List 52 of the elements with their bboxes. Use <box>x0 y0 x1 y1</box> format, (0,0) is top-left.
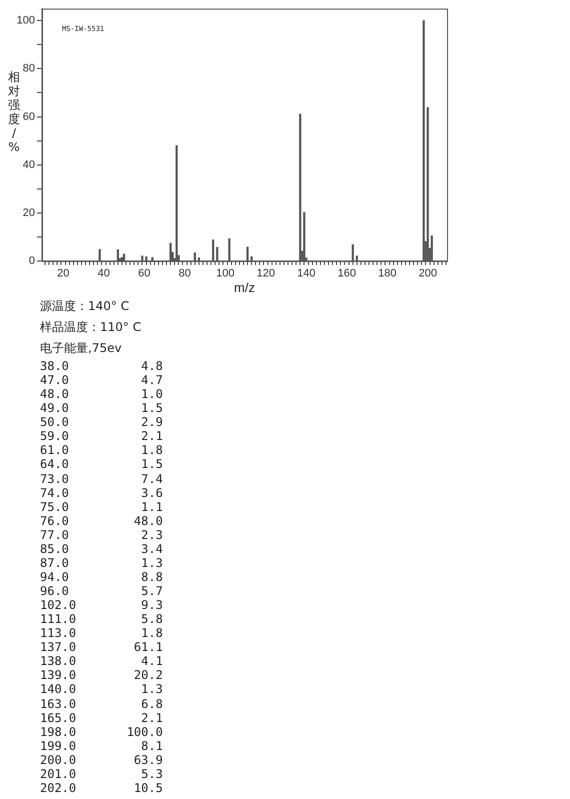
x-tick-label: 200 <box>418 268 437 280</box>
text: 49.0 1.5 <box>40 401 164 416</box>
text: 59.0 2.1 <box>40 429 164 444</box>
text: 73.0 7.4 <box>40 472 164 486</box>
y-tick-label: 60 <box>22 110 35 123</box>
x-tick-label: 120 <box>256 268 275 280</box>
text: 96.0 5.7 <box>40 584 164 598</box>
x-tick-label: 20 <box>57 268 70 280</box>
x-tick-label: 160 <box>338 268 356 280</box>
text: 200.0 63.9 <box>40 752 164 767</box>
y-tick-label: 80 <box>22 62 35 75</box>
x-tick-label: 140 <box>297 268 316 280</box>
text: 47.0 4.7 <box>40 373 164 388</box>
text: 61.0 1.8 <box>40 443 164 458</box>
text: 137.0 61.1 <box>40 640 164 654</box>
x-tick-label: 180 <box>378 268 396 280</box>
text: 102.0 9.3 <box>40 598 164 612</box>
text: 50.0 2.9 <box>40 415 164 430</box>
text: 165.0 2.1 <box>40 710 164 725</box>
x-tick-label: 100 <box>216 268 234 280</box>
x-axis-title: m/z <box>234 280 255 295</box>
x-tick-label: 60 <box>138 268 150 280</box>
text: 139.0 20.2 <box>40 668 164 682</box>
y-tick-label: 100 <box>16 14 35 27</box>
y-tick-label: 0 <box>28 255 35 268</box>
text: 64.0 1.5 <box>40 457 164 472</box>
text: 202.0 10.5 <box>40 780 164 795</box>
text: 48.0 1.0 <box>40 387 164 402</box>
text: 140.0 1.3 <box>40 682 164 696</box>
text: 111.0 5.8 <box>40 612 164 626</box>
text: 77.0 2.3 <box>40 528 164 542</box>
text: 113.0 1.8 <box>40 626 164 640</box>
text: 38.0 4.8 <box>40 359 164 374</box>
y-tick-label: 20 <box>22 206 35 219</box>
x-tick-label: 40 <box>98 268 110 280</box>
text: 74.0 3.6 <box>40 486 164 500</box>
text: 198.0 100.0 <box>40 724 164 739</box>
text: 94.0 8.8 <box>40 570 164 584</box>
text: 样品温度：110° C <box>40 319 142 336</box>
text: 75.0 1.1 <box>40 500 164 514</box>
text: 138.0 4.1 <box>40 654 164 668</box>
text: 电子能量,75ev <box>40 340 123 357</box>
text: 85.0 3.4 <box>40 542 164 556</box>
text: 76.0 48.0 <box>40 514 164 528</box>
text: 87.0 1.3 <box>40 556 164 570</box>
y-axis-title: 相对强度/% <box>8 70 20 154</box>
text: 163.0 6.8 <box>40 696 164 711</box>
text: 199.0 8.1 <box>40 738 164 753</box>
text: 201.0 5.3 <box>40 766 164 781</box>
x-tick-label: 80 <box>178 268 191 280</box>
text: 源温度：140° C <box>40 298 130 315</box>
y-tick-label: 40 <box>22 158 35 171</box>
